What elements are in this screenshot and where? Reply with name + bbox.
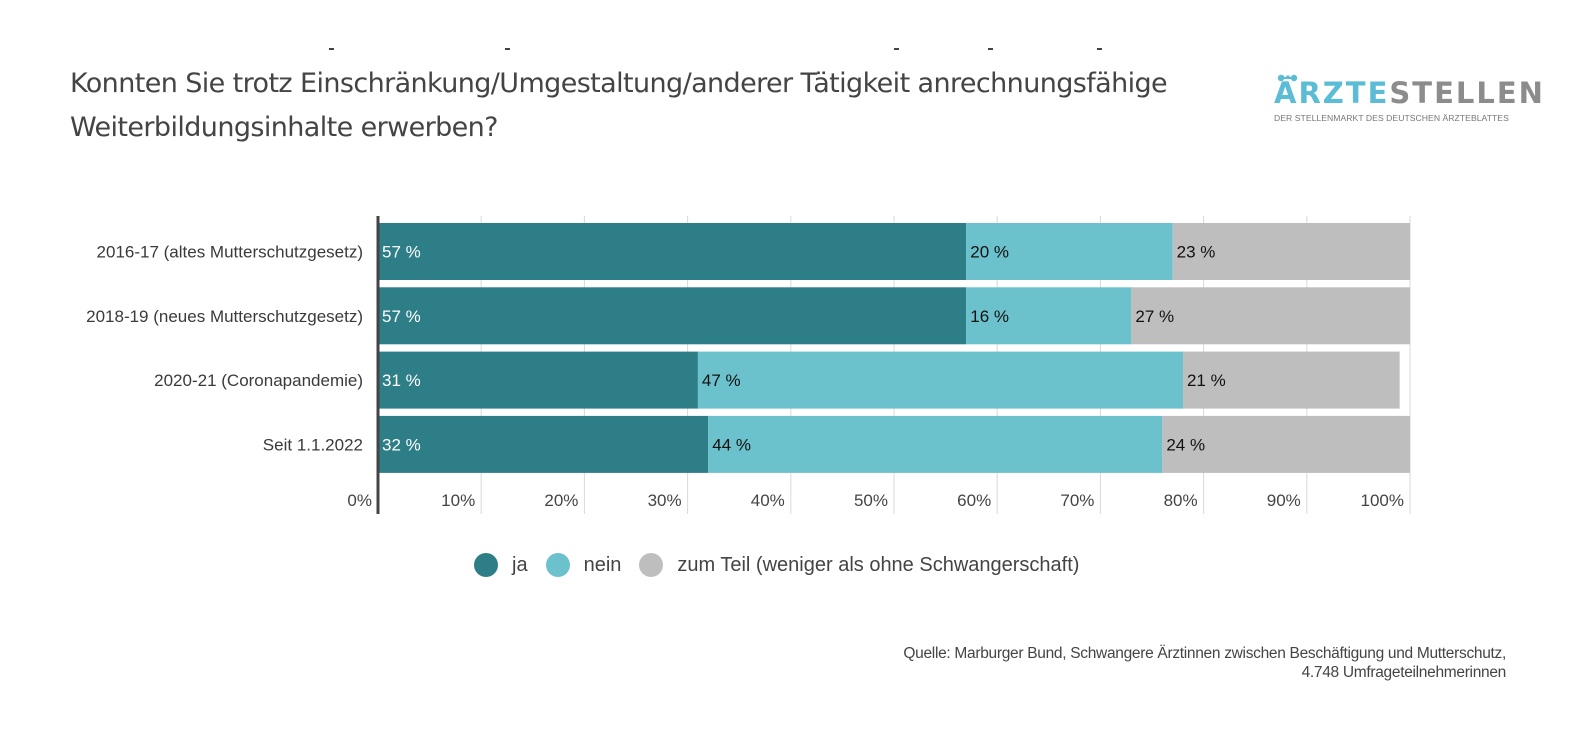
legend-label: nein bbox=[583, 553, 622, 576]
category-label: 2018-19 (neues Mutterschutzgesetz) bbox=[86, 307, 363, 326]
legend-label: ja bbox=[512, 553, 528, 576]
decorative-dash bbox=[329, 48, 334, 50]
bars: 57 % 20 % 23 % 57 % 16 % 27 % 31 % 47 % 21 % 32 %… bbox=[378, 223, 1410, 473]
x-tick-label: 90% bbox=[1267, 491, 1301, 510]
bar-segment-nein bbox=[966, 223, 1173, 280]
source-note: Quelle: Marburger Bund, Schwangere Ärzti… bbox=[903, 644, 1506, 682]
logo-brand-part2: STELLEN bbox=[1389, 76, 1545, 110]
data-label: 31 % bbox=[382, 371, 421, 390]
decorative-dash bbox=[988, 48, 993, 50]
bar-segment-ja bbox=[378, 351, 698, 409]
legend-dot-icon bbox=[474, 553, 498, 577]
x-tick-label: 60% bbox=[957, 491, 991, 510]
legend-item-nein: nein bbox=[545, 553, 622, 577]
legend-dot-icon bbox=[639, 553, 664, 577]
data-label: 57 % bbox=[382, 243, 421, 262]
x-tick-label: 20% bbox=[544, 491, 578, 510]
legend-item-zum-teil: zum Teil (weniger als ohne Schwangerscha… bbox=[639, 553, 1079, 577]
logo-dots-icon bbox=[1277, 74, 1298, 82]
category-label: 2016-17 (altes Mutterschutzgesetz) bbox=[97, 243, 363, 262]
bar-segment-ja bbox=[378, 223, 967, 280]
legend-item-ja: ja bbox=[474, 553, 528, 577]
data-label: 16 % bbox=[970, 307, 1009, 326]
x-tick-label: 100% bbox=[1361, 491, 1404, 510]
category-label: 2020-21 (Coronapandemie) bbox=[154, 371, 363, 390]
decorative-dash bbox=[1097, 48, 1102, 50]
logo-wordmark: ÄRZTESTELLEN bbox=[1274, 74, 1543, 110]
bar-segment-zum bbox=[1182, 351, 1400, 409]
category-labels: 2016-17 (altes Mutterschutzgesetz) 2018-1… bbox=[86, 243, 363, 455]
logo: ÄRZTESTELLEN DER STELLENMARKT DES DEUTSC… bbox=[1274, 74, 1543, 123]
x-tick-label: 70% bbox=[1060, 491, 1094, 510]
data-label: 20 % bbox=[970, 243, 1009, 262]
bar-segment-zum bbox=[1131, 287, 1410, 345]
chart-title: Konnten Sie trotz Einschränkung/Umgestal… bbox=[70, 68, 1168, 143]
data-label: 32 % bbox=[382, 435, 421, 454]
data-label: 24 % bbox=[1166, 435, 1205, 454]
x-tick-label: 30% bbox=[648, 491, 682, 510]
legend: ja nein zum Teil (weniger als ohne Schwa… bbox=[474, 553, 1097, 577]
x-tick-label: 0% bbox=[347, 491, 372, 510]
legend-dot-icon bbox=[545, 553, 570, 577]
bar-segment-zum bbox=[1172, 223, 1410, 280]
source-line-2: 4.748 Umfrageteilnehmerinnen bbox=[1301, 664, 1507, 681]
x-tick-label: 40% bbox=[751, 491, 785, 510]
data-label: 47 % bbox=[702, 371, 741, 390]
data-label: 27 % bbox=[1135, 307, 1174, 326]
data-label: 21 % bbox=[1187, 371, 1226, 390]
source-line-1: Quelle: Marburger Bund, Schwangere Ärzti… bbox=[903, 645, 1506, 662]
category-label: Seit 1.1.2022 bbox=[263, 435, 363, 454]
data-label: 44 % bbox=[712, 435, 751, 454]
decorative-dash bbox=[894, 48, 899, 50]
data-label: 23 % bbox=[1177, 243, 1216, 262]
data-label: 57 % bbox=[382, 307, 421, 326]
decorative-dash bbox=[505, 48, 510, 50]
x-tick-labels: 0% 10% 20% 30% 40% 50% 60% 70% 80% 90% 100% bbox=[347, 491, 1404, 510]
bar-segment-ja bbox=[378, 287, 967, 345]
bar-segment-nein bbox=[966, 287, 1132, 345]
x-tick-label: 10% bbox=[441, 491, 475, 510]
x-tick-label: 80% bbox=[1164, 491, 1198, 510]
logo-brand-part1: ÄRZTE bbox=[1274, 76, 1390, 110]
bar-segment-zum bbox=[1162, 415, 1410, 473]
bar-segment-nein bbox=[697, 351, 1183, 409]
legend-label: zum Teil (weniger als ohne Schwangerscha… bbox=[677, 553, 1080, 576]
logo-tagline: DER STELLENMARKT DES DEUTSCHEN ÄRZTEBLAT… bbox=[1274, 113, 1509, 123]
x-tick-label: 50% bbox=[854, 491, 888, 510]
bar-segment-ja bbox=[378, 415, 709, 473]
bar-segment-nein bbox=[708, 415, 1163, 473]
